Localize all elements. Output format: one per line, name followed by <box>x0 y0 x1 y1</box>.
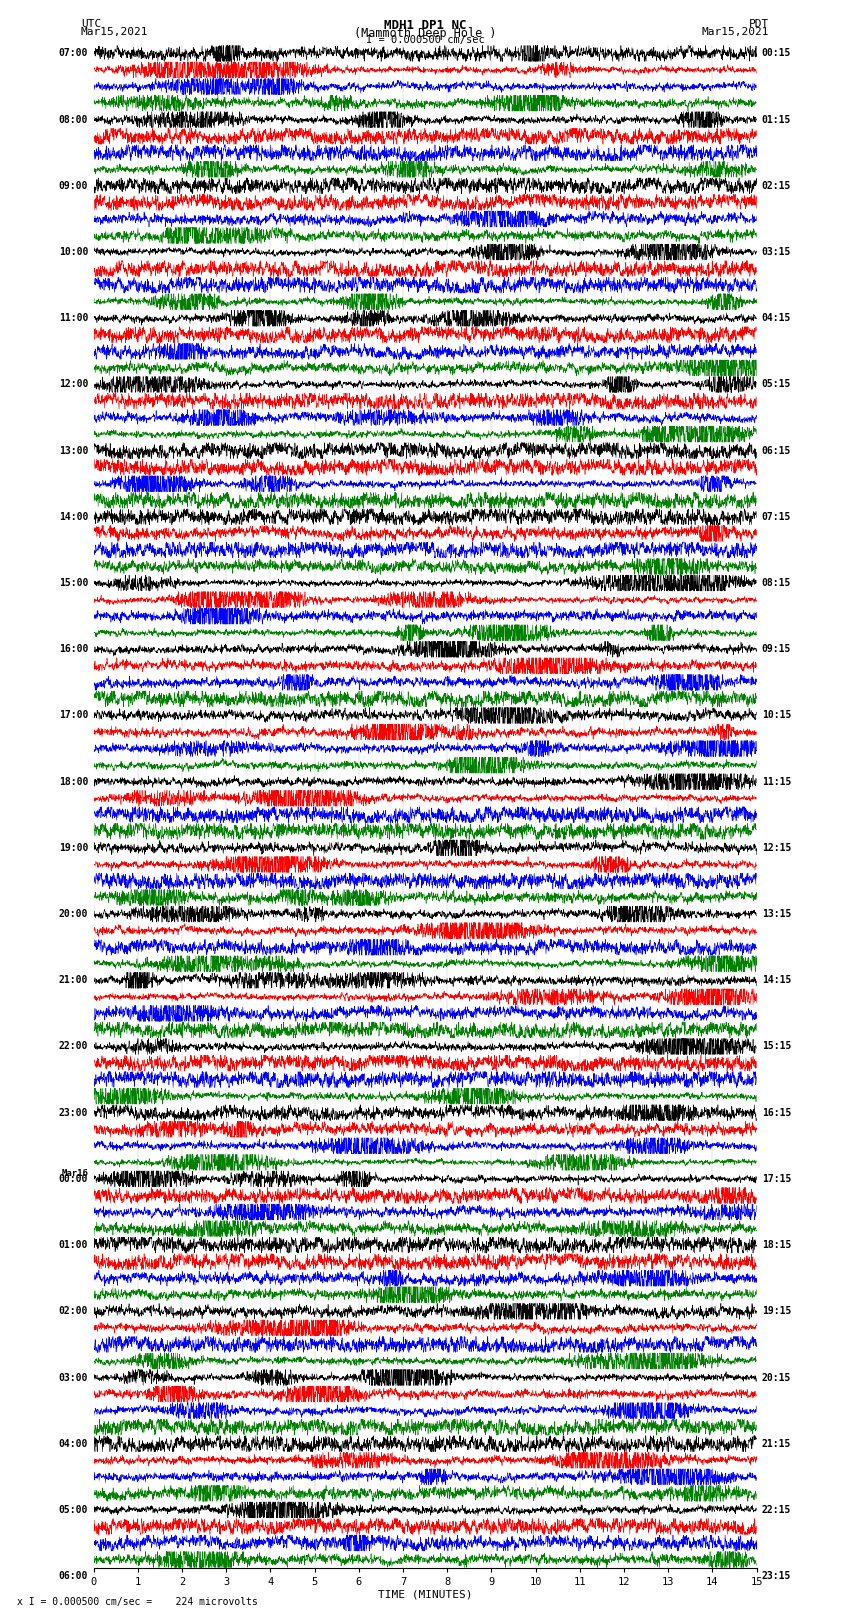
Text: 16:00: 16:00 <box>59 644 88 655</box>
Text: 14:00: 14:00 <box>59 511 88 523</box>
Text: 09:15: 09:15 <box>762 644 791 655</box>
Text: (Mammoth Deep Hole ): (Mammoth Deep Hole ) <box>354 27 496 40</box>
Text: MDH1 DP1 NC: MDH1 DP1 NC <box>383 19 467 32</box>
Text: 17:15: 17:15 <box>762 1174 791 1184</box>
Text: 21:00: 21:00 <box>59 976 88 986</box>
Text: 13:15: 13:15 <box>762 910 791 919</box>
Text: 12:15: 12:15 <box>762 844 791 853</box>
Text: 22:15: 22:15 <box>762 1505 791 1515</box>
Text: UTC: UTC <box>81 19 101 29</box>
Text: 03:15: 03:15 <box>762 247 791 256</box>
Text: Mar16: Mar16 <box>61 1169 88 1179</box>
X-axis label: TIME (MINUTES): TIME (MINUTES) <box>377 1590 473 1600</box>
Text: 00:00: 00:00 <box>59 1174 88 1184</box>
Text: 17:00: 17:00 <box>59 710 88 721</box>
Text: 02:00: 02:00 <box>59 1307 88 1316</box>
Text: 10:15: 10:15 <box>762 710 791 721</box>
Text: 23:00: 23:00 <box>59 1108 88 1118</box>
Text: 16:15: 16:15 <box>762 1108 791 1118</box>
Text: 12:00: 12:00 <box>59 379 88 389</box>
Text: 15:15: 15:15 <box>762 1042 791 1052</box>
Text: 10:00: 10:00 <box>59 247 88 256</box>
Text: 18:00: 18:00 <box>59 777 88 787</box>
Text: 18:15: 18:15 <box>762 1240 791 1250</box>
Text: Mar15,2021: Mar15,2021 <box>702 27 769 37</box>
Text: 03:00: 03:00 <box>59 1373 88 1382</box>
Text: 06:00: 06:00 <box>59 1571 88 1581</box>
Text: 19:00: 19:00 <box>59 844 88 853</box>
Text: 08:00: 08:00 <box>59 115 88 124</box>
Text: 01:00: 01:00 <box>59 1240 88 1250</box>
Text: 14:15: 14:15 <box>762 976 791 986</box>
Text: 00:15: 00:15 <box>762 48 791 58</box>
Text: 23:15: 23:15 <box>762 1571 791 1581</box>
Text: 21:15: 21:15 <box>762 1439 791 1448</box>
Text: 11:15: 11:15 <box>762 777 791 787</box>
Text: 02:15: 02:15 <box>762 181 791 190</box>
Text: 20:15: 20:15 <box>762 1373 791 1382</box>
Text: 06:15: 06:15 <box>762 445 791 455</box>
Text: I = 0.000500 cm/sec: I = 0.000500 cm/sec <box>366 35 484 45</box>
Text: 09:00: 09:00 <box>59 181 88 190</box>
Text: PDT: PDT <box>749 19 769 29</box>
Text: 07:00: 07:00 <box>59 48 88 58</box>
Text: 05:00: 05:00 <box>59 1505 88 1515</box>
Text: x I = 0.000500 cm/sec =    224 microvolts: x I = 0.000500 cm/sec = 224 microvolts <box>17 1597 258 1607</box>
Text: 05:15: 05:15 <box>762 379 791 389</box>
Text: 20:00: 20:00 <box>59 910 88 919</box>
Text: Mar15,2021: Mar15,2021 <box>81 27 148 37</box>
Text: 08:15: 08:15 <box>762 577 791 589</box>
Text: 19:15: 19:15 <box>762 1307 791 1316</box>
Text: 11:00: 11:00 <box>59 313 88 323</box>
Text: 13:00: 13:00 <box>59 445 88 455</box>
Text: 04:00: 04:00 <box>59 1439 88 1448</box>
Text: 22:00: 22:00 <box>59 1042 88 1052</box>
Text: 07:15: 07:15 <box>762 511 791 523</box>
Text: 15:00: 15:00 <box>59 577 88 589</box>
Text: 01:15: 01:15 <box>762 115 791 124</box>
Text: 04:15: 04:15 <box>762 313 791 323</box>
